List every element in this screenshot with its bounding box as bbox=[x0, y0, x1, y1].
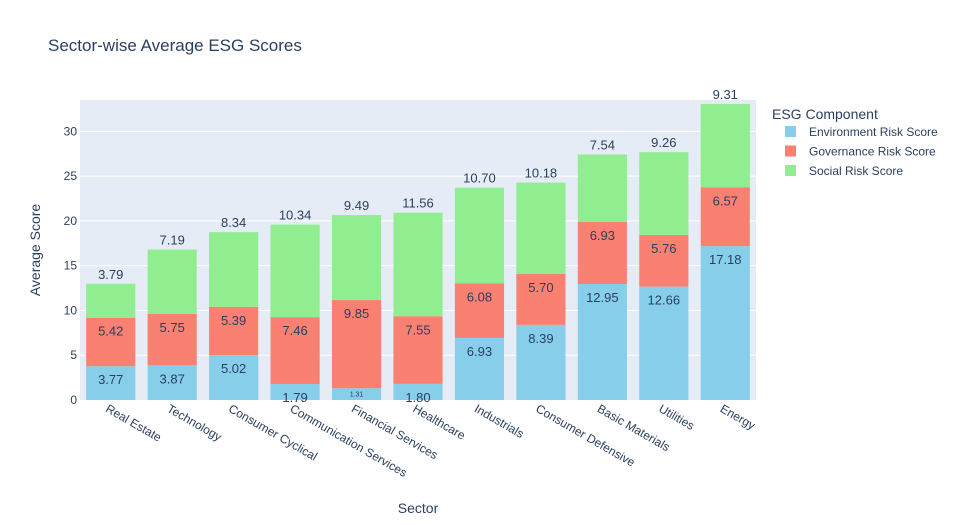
bar-segment bbox=[639, 286, 689, 400]
bar-value-label: 5.75 bbox=[160, 320, 185, 335]
bar-value-label: 8.39 bbox=[528, 331, 553, 346]
bar-segment bbox=[639, 235, 689, 287]
legend-swatch bbox=[785, 126, 796, 137]
bar-segment bbox=[147, 313, 197, 366]
bar-value-label: 7.54 bbox=[590, 137, 615, 152]
bar-segment bbox=[270, 224, 320, 318]
bar-segment bbox=[516, 182, 566, 274]
bars bbox=[86, 103, 750, 400]
bar-value-label: 7.19 bbox=[160, 232, 185, 247]
bar-segment bbox=[86, 283, 136, 318]
bar-value-label: 1.79 bbox=[282, 390, 307, 405]
y-tick-label: 15 bbox=[64, 259, 78, 273]
y-tick-label: 5 bbox=[70, 348, 77, 362]
bar-value-label: 9.85 bbox=[344, 306, 369, 321]
legend-title: ESG Component bbox=[772, 106, 878, 122]
bar-segment bbox=[516, 324, 566, 400]
bar-segment bbox=[577, 154, 627, 222]
bar-segment bbox=[393, 212, 443, 317]
bar-segment bbox=[209, 306, 259, 356]
bar-segment bbox=[700, 246, 750, 400]
x-tick-label: Consumer Defensive bbox=[533, 401, 637, 469]
bar-segment bbox=[454, 337, 505, 400]
bar-value-label: 11.56 bbox=[402, 196, 434, 211]
bar-value-label: 10.18 bbox=[525, 166, 558, 181]
bar-value-label: 6.93 bbox=[590, 228, 615, 243]
bar-segment bbox=[331, 215, 382, 301]
bar-segment bbox=[331, 300, 382, 389]
bar-value-label: 5.70 bbox=[528, 280, 553, 295]
x-axis-ticks: Real Estate Technology Consumer CyclicalCo… bbox=[103, 401, 757, 479]
y-axis-ticks: 0 5 10 15 20 25 30 bbox=[64, 124, 78, 407]
bar-segment bbox=[454, 187, 505, 284]
bar-value-label: 5.39 bbox=[221, 313, 246, 328]
bar-value-label: 12.66 bbox=[648, 293, 681, 308]
y-tick-label: 10 bbox=[64, 303, 78, 317]
bar-value-label: 10.70 bbox=[463, 171, 496, 186]
legend-label: Social Risk Score bbox=[809, 164, 903, 178]
bar-value-label: 6.57 bbox=[713, 193, 738, 208]
x-axis-title: Sector bbox=[398, 500, 439, 516]
x-tick-label: Real Estate bbox=[103, 401, 164, 444]
bar-segment bbox=[454, 283, 505, 338]
y-tick-label: 20 bbox=[64, 214, 78, 228]
bar-segment bbox=[393, 383, 443, 400]
x-tick-label: Energy bbox=[718, 401, 758, 432]
legend-items: Environment Risk Score Governance Risk Sc… bbox=[785, 125, 938, 178]
bar-segment bbox=[86, 317, 136, 367]
bar-segment bbox=[700, 187, 750, 247]
bar-value-label: 3.79 bbox=[98, 267, 123, 282]
bar-value-label: 9.49 bbox=[344, 198, 369, 213]
bar-segment bbox=[577, 284, 627, 400]
chart-title: Sector-wise Average ESG Scores bbox=[48, 36, 302, 55]
bar-value-label: 7.46 bbox=[282, 323, 307, 338]
legend-label: Environment Risk Score bbox=[809, 125, 938, 139]
bar-value-label: 1.80 bbox=[405, 390, 430, 405]
y-tick-label: 30 bbox=[64, 124, 78, 138]
bar-value-label: 9.31 bbox=[713, 87, 738, 102]
bar-value-label: 5.42 bbox=[98, 324, 123, 339]
legend: ESG Component Environment Risk Score Gove… bbox=[772, 106, 938, 178]
bar-segment bbox=[86, 366, 136, 400]
bar-value-label: 7.55 bbox=[405, 322, 430, 337]
bar-value-label: 10.34 bbox=[279, 208, 312, 223]
bar-segment bbox=[393, 316, 443, 384]
bar-segment bbox=[639, 152, 689, 236]
y-tick-label: 25 bbox=[64, 169, 78, 183]
bar-segment bbox=[147, 249, 197, 314]
bar-value-label: 5.76 bbox=[651, 241, 676, 256]
bar-value-label: 8.34 bbox=[221, 215, 246, 230]
bar-segment bbox=[577, 221, 627, 285]
bar-value-label: 3.87 bbox=[160, 371, 185, 386]
bar-segment bbox=[209, 232, 259, 307]
x-tick-label: Technology bbox=[165, 401, 225, 443]
x-tick-label: Industrials bbox=[472, 401, 526, 440]
bar-value-label: 5.02 bbox=[221, 361, 246, 376]
bar-value-label: 9.26 bbox=[651, 135, 676, 150]
bar-segment bbox=[147, 365, 197, 400]
y-tick-label: 0 bbox=[70, 393, 77, 407]
x-tick-label: Healthcare bbox=[411, 401, 469, 442]
bar-segment bbox=[270, 383, 320, 400]
bar-value-label: 6.08 bbox=[467, 289, 492, 304]
y-axis-title: Average Score bbox=[27, 204, 43, 297]
bar-segment bbox=[516, 273, 566, 325]
bar-segment bbox=[700, 103, 750, 188]
bar-segment bbox=[270, 317, 320, 384]
bar-value-label: 3.77 bbox=[98, 372, 123, 387]
legend-swatch bbox=[785, 165, 796, 176]
bar-value-label: 1.31 bbox=[350, 392, 364, 399]
legend-label: Governance Risk Score bbox=[809, 145, 936, 159]
bar-segment bbox=[331, 388, 382, 400]
bar-value-label: 17.18 bbox=[709, 252, 742, 267]
bar-segment bbox=[209, 355, 259, 400]
bar-labels: 3.77 5.42 3.79 3.87 5.75 7.19 5.02 5.39 8.34 1.79… bbox=[98, 87, 741, 405]
bar-value-label: 12.95 bbox=[586, 290, 619, 305]
legend-swatch bbox=[785, 145, 796, 157]
x-tick-label: Utilities bbox=[656, 401, 696, 432]
bar-value-label: 6.93 bbox=[467, 344, 492, 359]
